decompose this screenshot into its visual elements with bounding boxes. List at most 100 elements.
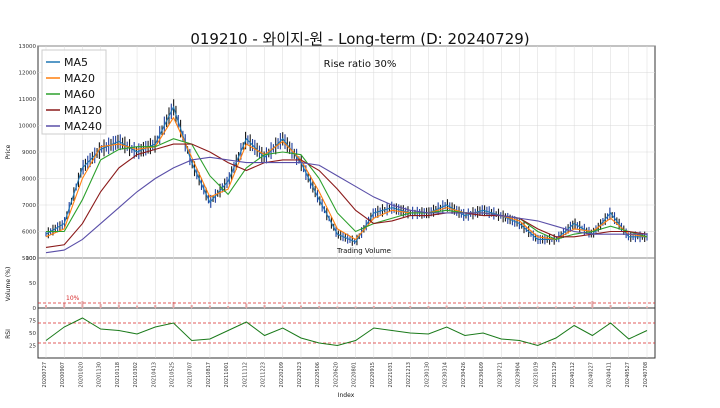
price-tick-label: 8000 bbox=[22, 177, 36, 183]
price-layer bbox=[45, 99, 648, 254]
volume-bar bbox=[336, 306, 339, 308]
x-tick-label: 20211112 bbox=[242, 362, 248, 387]
x-tick-label: 20230609 bbox=[479, 362, 485, 387]
volume-bar bbox=[81, 301, 84, 308]
volume-bar bbox=[646, 306, 648, 308]
series-line-ma20 bbox=[45, 116, 648, 241]
volume-bar bbox=[518, 306, 521, 308]
legend-label-ma120: MA120 bbox=[64, 104, 102, 117]
x-tick-label: 20230130 bbox=[424, 362, 430, 387]
x-tick-label: 20220506 bbox=[315, 362, 321, 387]
rsi-tick-label: 50 bbox=[29, 331, 36, 337]
legend-label-ma240: MA240 bbox=[64, 120, 102, 133]
volume-bar bbox=[391, 306, 394, 308]
x-tick-label: 20240112 bbox=[570, 362, 576, 387]
x-tick-label: 20230314 bbox=[443, 362, 449, 387]
x-tick-label: 20210413 bbox=[151, 362, 157, 387]
grid-layer bbox=[38, 45, 655, 358]
x-tick-label: 20240708 bbox=[643, 362, 649, 387]
volume-bar bbox=[45, 305, 47, 308]
volume-bar bbox=[227, 306, 230, 308]
rsi-panel-frame bbox=[37, 307, 656, 359]
legend-label-ma60: MA60 bbox=[64, 88, 95, 101]
x-tick-label: 20230904 bbox=[516, 362, 522, 387]
price-tick-label: 5000 bbox=[22, 256, 36, 262]
x-tick-label: 20211223 bbox=[261, 362, 267, 387]
volume-bar bbox=[500, 306, 503, 308]
rsi-layer bbox=[38, 317, 655, 347]
x-tick-label: 20210302 bbox=[133, 362, 139, 387]
volume-bar bbox=[263, 305, 266, 308]
x-tick-label: 20201020 bbox=[78, 362, 84, 387]
x-tick-label: 20201130 bbox=[97, 362, 103, 387]
x-tick-label: 20220801 bbox=[352, 362, 358, 387]
volume-bar bbox=[573, 306, 576, 308]
x-tick-label: 20220915 bbox=[370, 362, 376, 387]
x-tick-label: 20221213 bbox=[406, 362, 412, 387]
x-tick-label: 20220209 bbox=[279, 362, 285, 387]
legend: MA5 MA20 MA60 MA120 MA240 bbox=[41, 49, 107, 135]
x-tick-label: 20220323 bbox=[297, 362, 303, 387]
axis-layer: 20200727 20200907 20201020 20201130 20210118… bbox=[19, 44, 650, 387]
volume-bar bbox=[99, 304, 102, 308]
volume-bar bbox=[63, 303, 66, 308]
volume-tick-label: 100 bbox=[26, 256, 37, 262]
rsi-tick-label: 25 bbox=[29, 344, 36, 350]
x-tick-label: 20210707 bbox=[188, 362, 194, 387]
volume-bar bbox=[245, 303, 248, 308]
series-line-ma120 bbox=[45, 143, 648, 248]
price-tick-label: 7000 bbox=[22, 203, 36, 209]
chart-title: 019210 - 와이지-원 - Long-term (D: 20240729) bbox=[190, 30, 529, 48]
rsi-axis-label: RSI bbox=[5, 329, 12, 339]
price-tick-label: 13000 bbox=[19, 44, 37, 50]
volume-bar bbox=[172, 302, 175, 308]
volume-bar bbox=[354, 306, 357, 308]
volume-bar bbox=[372, 306, 375, 308]
volume-bar bbox=[463, 306, 466, 308]
x-tick-label: 20231019 bbox=[534, 362, 540, 387]
volume-bar bbox=[117, 304, 120, 308]
x-tick-label: 20210525 bbox=[169, 362, 175, 387]
x-tick-label: 20230721 bbox=[497, 362, 503, 387]
x-tick-label: 20240527 bbox=[625, 362, 631, 387]
volume-layer bbox=[38, 301, 655, 308]
volume-bar bbox=[208, 305, 211, 308]
x-tick-label: 20200727 bbox=[42, 362, 48, 387]
x-tick-label: 20240227 bbox=[588, 362, 594, 387]
volume-bar bbox=[136, 305, 139, 308]
volume-axis-label: Volume (%) bbox=[5, 267, 12, 302]
volume-bar bbox=[281, 305, 284, 308]
volume-bar bbox=[554, 306, 557, 308]
series-line-ma60 bbox=[46, 138, 648, 241]
x-axis-label: Index bbox=[338, 392, 355, 399]
rsi-tick-label: 75 bbox=[29, 319, 36, 325]
x-tick-label: 20200907 bbox=[60, 362, 66, 387]
x-tick-label: 20211001 bbox=[224, 362, 230, 387]
volume-bar bbox=[445, 305, 448, 308]
price-tick-label: 12000 bbox=[19, 71, 37, 77]
rsi-line bbox=[45, 317, 648, 347]
x-tick-label: 20231129 bbox=[552, 362, 558, 387]
legend-box bbox=[41, 49, 107, 135]
x-tick-label: 20240411 bbox=[607, 362, 613, 387]
volume-bar bbox=[627, 306, 630, 308]
price-tick-label: 9000 bbox=[22, 150, 36, 156]
x-tick-label: 20221031 bbox=[388, 362, 394, 387]
volume-bar bbox=[427, 306, 430, 308]
price-axis-label: Price bbox=[5, 144, 12, 159]
volume-bar bbox=[536, 306, 539, 308]
x-tick-label: 20210118 bbox=[115, 362, 121, 387]
x-tick-label: 20220620 bbox=[333, 362, 339, 387]
volume-bar bbox=[299, 305, 302, 308]
volume-bar bbox=[318, 306, 321, 308]
volume-bar bbox=[154, 305, 157, 308]
price-tick-label: 11000 bbox=[19, 97, 37, 103]
x-tick-label: 20210817 bbox=[206, 362, 212, 387]
volume-bar bbox=[591, 301, 594, 308]
rise-ratio-annotation: Rise ratio 30% bbox=[324, 59, 397, 70]
volume-threshold-label: 10% bbox=[66, 295, 80, 302]
price-tick-label: 6000 bbox=[22, 230, 36, 236]
price-tick-label: 10000 bbox=[19, 124, 37, 130]
